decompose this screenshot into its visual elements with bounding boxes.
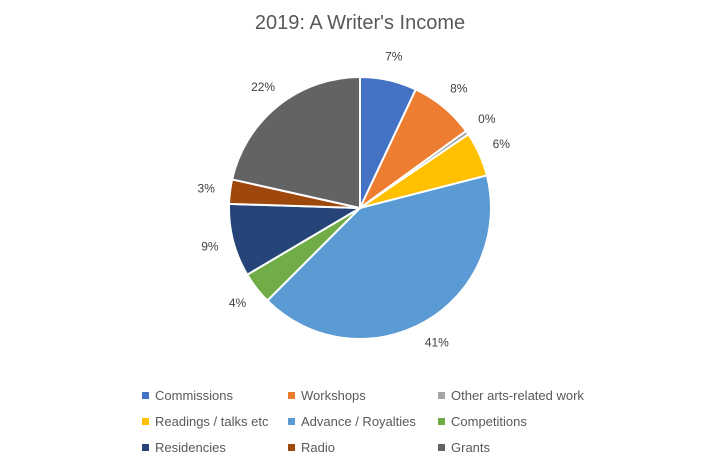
- legend-swatch: [288, 417, 295, 425]
- legend-label: Readings / talks etc: [155, 413, 269, 429]
- legend-swatch: [438, 417, 445, 425]
- legend-item-competitions: Competitions: [438, 414, 608, 429]
- legend-row: Readings / talks etc Advance / Royalties C…: [142, 408, 612, 434]
- legend-item-readings-talks-etc: Readings / talks etc: [142, 414, 288, 429]
- legend-item-grants: Grants: [438, 440, 608, 455]
- data-label-readings-talks-etc: 6%: [493, 137, 511, 151]
- legend-swatch: [438, 443, 445, 451]
- legend-item-other-arts-related-work: Other arts-related work: [438, 388, 608, 403]
- chart-title: 2019: A Writer's Income: [254, 12, 466, 34]
- legend: Commissions Workshops Other arts-related w…: [142, 382, 612, 460]
- pie-slice-grants: [230, 75, 361, 210]
- legend-item-commissions: Commissions: [142, 388, 288, 403]
- legend-item-residencies: Residencies: [142, 440, 288, 455]
- legend-label: Workshops: [301, 387, 366, 403]
- legend-swatch: [438, 391, 445, 399]
- legend-item-workshops: Workshops: [288, 388, 438, 403]
- data-label-workshops: 8%: [450, 82, 468, 96]
- legend-label: Residencies: [155, 439, 226, 455]
- legend-swatch: [142, 391, 149, 399]
- legend-swatch: [288, 443, 295, 451]
- legend-row: Commissions Workshops Other arts-related w…: [142, 382, 612, 408]
- data-label-radio: 3%: [198, 182, 216, 196]
- legend-label: Radio: [301, 439, 335, 455]
- data-label-grants: 22%: [251, 80, 275, 94]
- pie-slice-advance-royalties: [265, 174, 492, 340]
- legend-swatch: [288, 391, 295, 399]
- legend-item-radio: Radio: [288, 440, 438, 455]
- legend-label: Grants: [451, 439, 491, 455]
- data-label-advance-royalties: 41%: [425, 336, 449, 350]
- legend-label: Other arts-related work: [451, 387, 584, 403]
- data-label-competitions: 4%: [229, 296, 247, 310]
- legend-swatch: [142, 443, 149, 451]
- data-label-residencies: 9%: [201, 240, 219, 254]
- legend-swatch: [142, 417, 149, 425]
- legend-label: Competitions: [451, 413, 527, 429]
- legend-label: Advance / Royalties: [301, 413, 416, 429]
- data-label-commissions: 7%: [385, 50, 403, 64]
- data-label-other-arts-related-work: 0%: [478, 112, 496, 126]
- legend-row: Residencies Radio Grants: [142, 434, 612, 460]
- legend-label: Commissions: [155, 387, 234, 403]
- legend-item-advance-royalties: Advance / Royalties: [288, 414, 438, 429]
